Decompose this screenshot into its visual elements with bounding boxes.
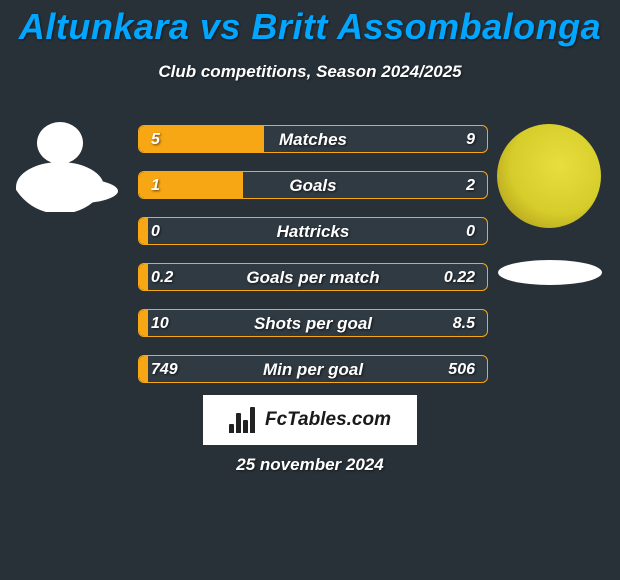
player-photo xyxy=(497,124,601,228)
brand-logo: FcTables.com xyxy=(203,395,417,445)
stat-right-value: 506 xyxy=(448,356,475,383)
date-line: 25 november 2024 xyxy=(0,455,620,475)
player-right-avatar xyxy=(497,124,601,228)
stat-right-value: 2 xyxy=(466,172,475,199)
stat-right-value: 0 xyxy=(466,218,475,245)
stat-bar: 5Matches9 xyxy=(138,125,488,153)
stat-label: Goals xyxy=(139,172,487,199)
stat-label: Shots per goal xyxy=(139,310,487,337)
stat-bar: 0Hattricks0 xyxy=(138,217,488,245)
stat-label: Hattricks xyxy=(139,218,487,245)
stats-bars-container: 5Matches9 1Goals2 0Hattricks0 0.2Goals per … xyxy=(138,125,488,401)
brand-text: FcTables.com xyxy=(265,409,391,431)
stat-right-value: 8.5 xyxy=(453,310,475,337)
page-title: Altunkara vs Britt Assombalonga xyxy=(0,0,620,48)
stat-bar: 10Shots per goal8.5 xyxy=(138,309,488,337)
subtitle: Club competitions, Season 2024/2025 xyxy=(0,62,620,82)
stat-right-value: 9 xyxy=(466,126,475,153)
player-left-club-badge xyxy=(22,178,118,204)
stat-label: Matches xyxy=(139,126,487,153)
chart-icon xyxy=(229,407,259,433)
stat-bar: 1Goals2 xyxy=(138,171,488,199)
stat-label: Min per goal xyxy=(139,356,487,383)
stat-bar: 0.2Goals per match0.22 xyxy=(138,263,488,291)
stat-bar: 749Min per goal506 xyxy=(138,355,488,383)
stat-right-value: 0.22 xyxy=(444,264,475,291)
stat-label: Goals per match xyxy=(139,264,487,291)
player-right-club-badge xyxy=(498,260,602,285)
